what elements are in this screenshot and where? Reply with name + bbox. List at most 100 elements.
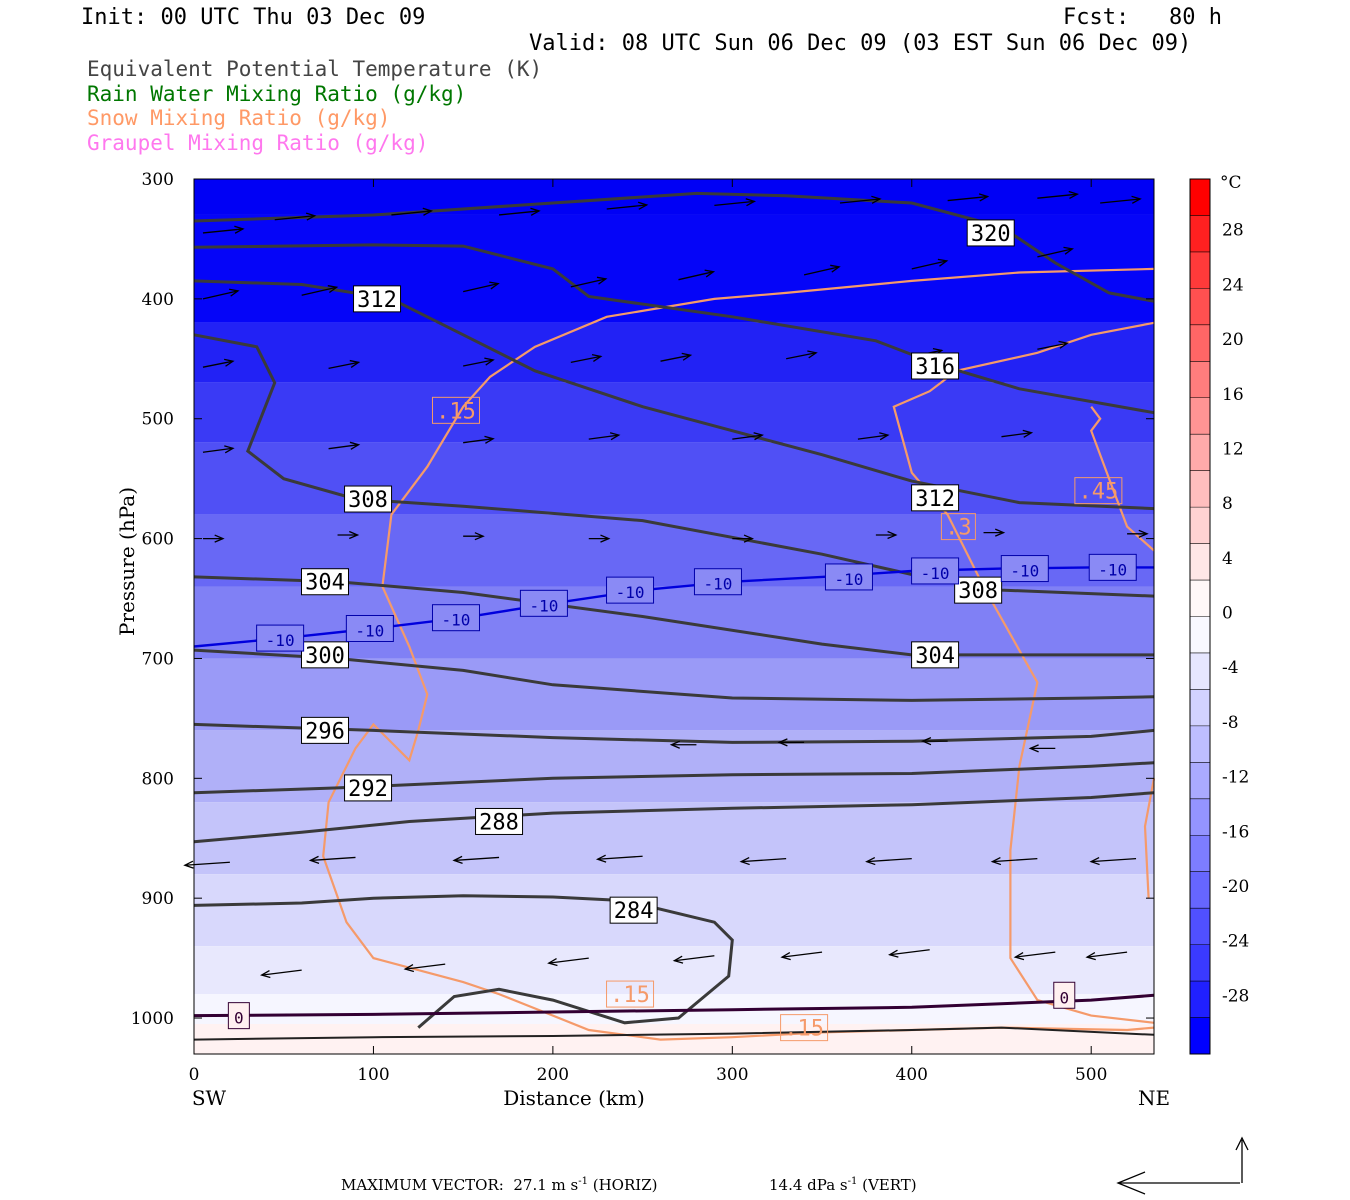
x-tick-label: 0: [189, 1065, 200, 1085]
wind-arrowhead: [745, 198, 757, 207]
theta-e-contour: [193, 761, 1155, 795]
wind-arrowhead: [1068, 190, 1080, 200]
colorbar-unit: °C: [1220, 173, 1242, 193]
theta-e-label-box: [911, 484, 960, 512]
wind-arrowhead: [879, 432, 890, 441]
wind-arrowhead: [484, 435, 495, 444]
wind-vector: [454, 856, 500, 862]
wind-vector: [463, 438, 494, 444]
wind-arrowhead: [704, 269, 716, 278]
wind-arrowhead: [888, 949, 899, 958]
max-vector-horiz: MAXIMUM VECTOR: 27.1 m s-1 (HORIZ): [341, 1176, 658, 1194]
wind-arrowhead: [1058, 340, 1070, 349]
wind-arrowhead: [327, 285, 339, 294]
snow-contour: [892, 321, 1155, 1024]
colorbar-tick-label: 28: [1222, 221, 1244, 241]
snow-label-box: [940, 513, 976, 541]
wind-arrowhead: [530, 207, 541, 216]
colorbar-tick-label: -20: [1222, 877, 1249, 897]
isotherm-label-box: [431, 604, 480, 632]
wind-arrowhead: [349, 530, 360, 540]
wind-arrowhead: [260, 970, 271, 979]
isotherm-label: -10: [529, 596, 558, 615]
legend-rain: Rain Water Mixing Ratio (g/kg): [87, 82, 467, 106]
colorbar-swatch: [1190, 981, 1210, 1019]
legend-snow: Snow Mixing Ratio (g/kg): [87, 106, 391, 130]
wind-arrowhead: [214, 534, 225, 543]
ne-label: NE: [1138, 1086, 1170, 1110]
sw-label: SW: [192, 1086, 227, 1110]
wind-vector: [261, 969, 302, 976]
wind-arrowhead: [672, 955, 684, 964]
wind-arrowhead: [183, 860, 194, 869]
temp-fill-band: [194, 874, 1154, 947]
wind-vector: [781, 951, 823, 958]
theta-e-label: 300: [305, 644, 345, 669]
y-axis-label: Pressure (hPa): [115, 487, 139, 636]
wind-arrowhead: [452, 855, 463, 864]
isotherm-label: -10: [355, 621, 384, 640]
colorbar-swatch: [1190, 908, 1210, 946]
wind-vector: [328, 361, 359, 370]
snow-label: .3: [945, 516, 972, 541]
isotherm-label: -10: [1098, 560, 1127, 579]
theta-e-label: 312: [357, 288, 397, 313]
theta-e-contour: [193, 243, 1155, 415]
theta-e-label: 304: [305, 571, 345, 596]
x-tick-label: 200: [537, 1065, 569, 1085]
y-tick-label: 400: [142, 290, 174, 310]
wind-vector: [463, 283, 499, 293]
wind-vector: [463, 359, 494, 367]
colorbar-swatch: [1190, 507, 1210, 545]
wind-vector: [1091, 857, 1137, 863]
wind-arrowhead: [609, 432, 621, 441]
init-time: Init: 00 UTC Thu 03 Dec 09: [81, 5, 426, 30]
wind-arrowhead: [1085, 952, 1096, 961]
wind-arrowhead: [596, 276, 608, 285]
wind-vector: [328, 444, 359, 450]
wind-vector: [714, 200, 755, 207]
colorbar-swatch: [1190, 725, 1210, 763]
wind-arrowhead: [422, 207, 434, 216]
wind-arrowhead: [994, 528, 1006, 537]
wind-vector: [1037, 342, 1068, 350]
wind-arrowhead: [1063, 246, 1074, 255]
temp-fill-band: [194, 946, 1154, 995]
wind-arrowhead: [591, 353, 603, 362]
wind-vector: [588, 434, 619, 440]
wind-vector: [786, 352, 817, 360]
wind-arrowhead: [489, 281, 500, 290]
wind-arrowhead: [743, 534, 754, 543]
snow-contour: [322, 267, 1155, 1041]
wind-arrowhead: [1131, 195, 1142, 204]
colorbar-tick-label: 24: [1222, 275, 1244, 295]
isotherm-label: -10: [442, 611, 471, 630]
theta-e-label: 316: [915, 355, 955, 380]
y-tick-label: 600: [142, 530, 174, 550]
colorbar-swatch: [1190, 652, 1210, 690]
wind-arrowhead: [978, 193, 990, 202]
colorbar-swatch: [1190, 580, 1210, 617]
colorbar-tick-label: -16: [1222, 822, 1249, 842]
wind-vector: [660, 354, 691, 362]
wind-vector: [498, 210, 540, 216]
wind-arrowhead: [1089, 856, 1100, 866]
theta-e-label: 308: [958, 579, 998, 604]
colorbar-swatch: [1190, 835, 1210, 873]
x-tick-label: 500: [1075, 1065, 1107, 1085]
wind-vector: [570, 355, 601, 364]
isotherm-label: 0: [234, 1009, 244, 1028]
theta-e-label-box: [966, 219, 1015, 247]
colorbar-tick-label: -4: [1222, 658, 1239, 678]
wind-vector: [741, 857, 787, 863]
isotherm-label-box: [256, 624, 305, 652]
legend-theta-e: Equivalent Potential Temperature (K): [87, 57, 543, 81]
colorbar-swatch: [1190, 689, 1210, 727]
surface-contour: [193, 1026, 1155, 1041]
theta-e-label: 304: [915, 644, 955, 669]
wind-arrowhead: [830, 264, 841, 273]
theta-e-label-box: [954, 576, 1003, 604]
y-tick-label: 800: [142, 769, 174, 789]
snow-label-box: [606, 980, 655, 1008]
wind-arrowhead: [780, 952, 791, 961]
